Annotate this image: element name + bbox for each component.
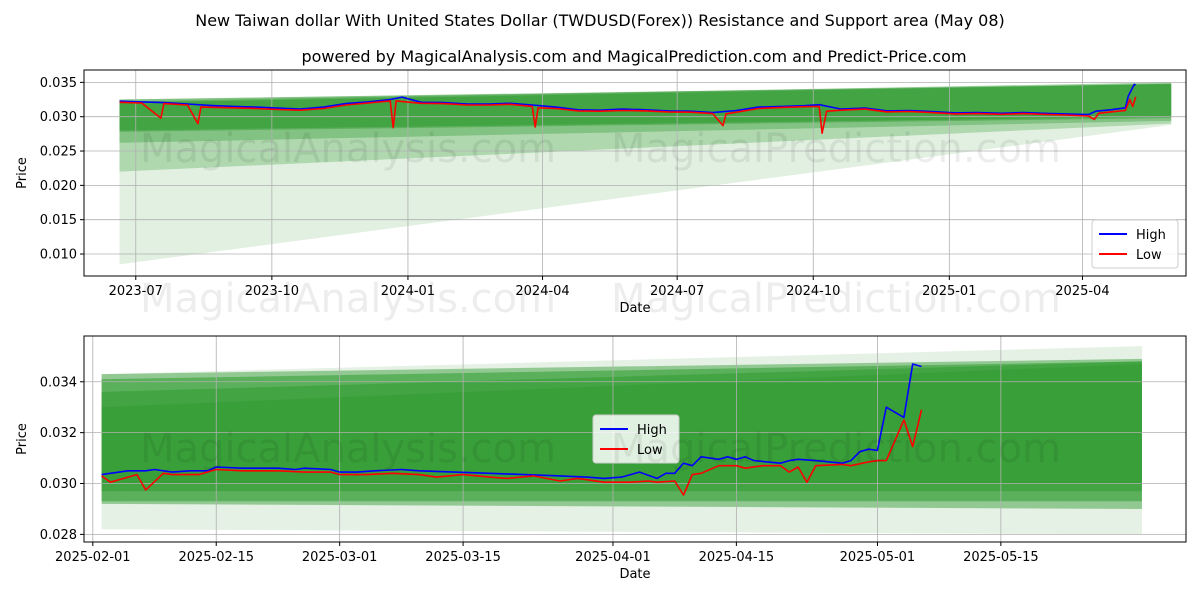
x-tick-label: 2025-04-15 bbox=[699, 550, 775, 565]
axes-frame bbox=[83, 69, 1187, 277]
y-tick-label: 0.020 bbox=[40, 179, 77, 194]
series-low-line bbox=[119, 96, 1137, 134]
y-tick-label: 0.025 bbox=[40, 145, 77, 160]
x-tick-label: 2025-02-15 bbox=[178, 550, 254, 565]
x-tick-label: 2025-03-15 bbox=[425, 550, 501, 565]
x-tick-label: 2024-01 bbox=[381, 284, 435, 299]
x-axis-label: Date bbox=[619, 567, 650, 582]
y-tick-label: 0.010 bbox=[40, 248, 77, 263]
legend-label-low: Low bbox=[637, 443, 663, 458]
y-tick-label: 0.032 bbox=[40, 426, 77, 441]
band-4 bbox=[119, 83, 1172, 131]
legend-label-low: Low bbox=[1136, 248, 1162, 263]
x-tick-label: 2025-03-01 bbox=[302, 550, 378, 565]
watermark-text: MagicalAnalysis.com bbox=[140, 426, 556, 472]
x-tick-label: 2025-05-15 bbox=[963, 550, 1039, 565]
legend: High Low bbox=[1091, 219, 1179, 269]
x-tick-label: 2025-02-01 bbox=[55, 550, 131, 565]
x-tick-label: 2025-05-01 bbox=[840, 550, 916, 565]
y-tick-label: 0.028 bbox=[40, 528, 77, 543]
y-tick-label: 0.035 bbox=[40, 76, 77, 91]
legend: High Low bbox=[592, 414, 680, 464]
y-tick-label: 0.030 bbox=[40, 477, 77, 492]
x-tick-label: 2023-07 bbox=[109, 284, 163, 299]
watermark-text: MagicalPrediction.com bbox=[611, 276, 1061, 322]
x-tick-label: 2024-10 bbox=[786, 284, 840, 299]
legend-label-high: High bbox=[1136, 228, 1166, 243]
y-axis-label: Price bbox=[15, 423, 30, 455]
x-tick-label: 2024-04 bbox=[515, 284, 569, 299]
chart-subtitle: powered by MagicalAnalysis.com and Magic… bbox=[301, 47, 966, 66]
x-tick-label: 2025-04-01 bbox=[575, 550, 651, 565]
x-axis-label: Date bbox=[619, 301, 650, 316]
chart-title: New Taiwan dollar With United States Dol… bbox=[195, 11, 1005, 30]
top-chart-panel: 2023-07 2023-10 2024-01 2024-04 2024-07 2024-… bbox=[15, 69, 1187, 316]
watermark-text: MagicalAnalysis.com bbox=[140, 126, 556, 172]
watermark-text: MagicalAnalysis.com bbox=[140, 276, 556, 322]
y-tick-label: 0.034 bbox=[40, 375, 77, 390]
series-lines bbox=[101, 363, 923, 496]
x-tick-label: 2025-01 bbox=[922, 284, 976, 299]
y-tick-label: 0.015 bbox=[40, 213, 77, 228]
grid bbox=[84, 70, 1186, 276]
series-low-line bbox=[101, 409, 923, 496]
series-lines bbox=[119, 83, 1137, 134]
axes-frame bbox=[83, 335, 1187, 543]
x-tick-label: 2025-04 bbox=[1055, 284, 1109, 299]
legend-label-high: High bbox=[637, 423, 667, 438]
y-axis-label: Price bbox=[15, 157, 30, 189]
x-tick-label: 2024-07 bbox=[650, 284, 704, 299]
watermark-text: MagicalPrediction.com bbox=[611, 126, 1061, 172]
series-high-line bbox=[119, 83, 1137, 116]
x-tick-label: 2023-10 bbox=[245, 284, 299, 299]
watermark-text: MagicalPrediction.com bbox=[611, 426, 1061, 472]
series-high-line bbox=[101, 363, 922, 480]
y-tick-label: 0.030 bbox=[40, 110, 77, 125]
bottom-chart-panel: 2025-02-01 2025-02-15 2025-03-01 2025-03-15… bbox=[15, 335, 1187, 582]
